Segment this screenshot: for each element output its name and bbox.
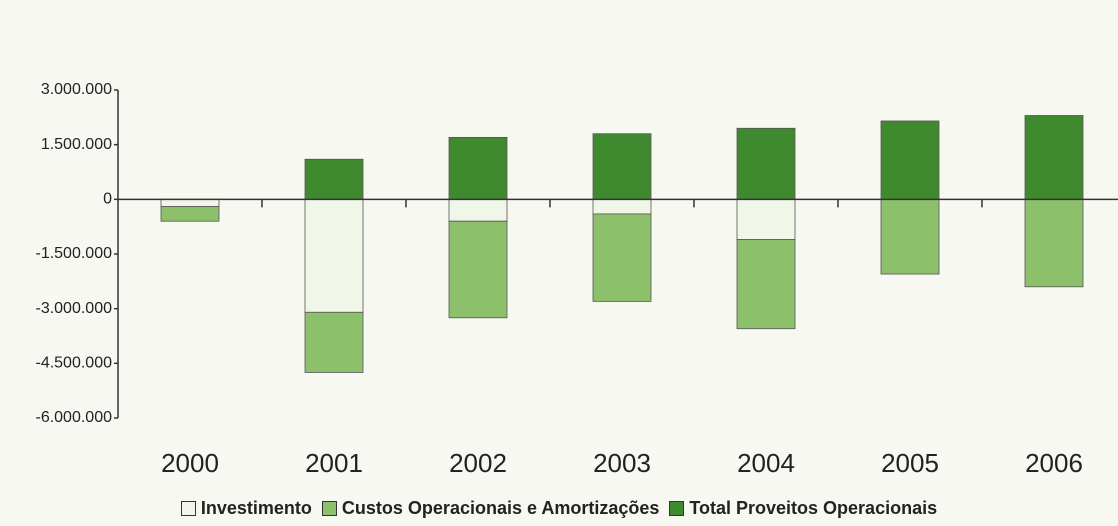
- legend-swatch: [669, 501, 685, 516]
- bar: [736, 127, 796, 200]
- x-tick-label: 2000: [161, 448, 219, 478]
- x-tick-label: 2004: [737, 448, 795, 478]
- legend-item: Total Proveitos Operacionais: [669, 498, 937, 519]
- y-tick-label: -1.500.000: [35, 245, 112, 262]
- legend-swatch: [321, 501, 337, 516]
- bar: [448, 220, 508, 319]
- legend-item: Investimento: [180, 498, 312, 519]
- y-tick-label: 1.500.000: [41, 136, 112, 153]
- bar: [160, 206, 220, 222]
- bar: [304, 158, 364, 200]
- legend: Investimento Custos Operacionais e Amorti…: [0, 498, 1118, 519]
- x-tick-label: 2003: [593, 448, 651, 478]
- x-tick-label: 2005: [881, 448, 939, 478]
- bar: [160, 198, 220, 208]
- bar: [592, 133, 652, 200]
- legend-swatch: [180, 501, 196, 516]
- bar: [448, 136, 508, 200]
- y-tick-label: 0: [103, 191, 112, 208]
- bar: [448, 198, 508, 222]
- y-tick-label: 3.000.000: [41, 81, 112, 98]
- legend-label: Custos Operacionais e Amortizações: [341, 498, 660, 518]
- y-tick-label: -6.000.000: [35, 409, 112, 426]
- bar: [880, 120, 940, 200]
- x-tick-label: 2001: [305, 448, 363, 478]
- y-tick-label: -4.500.000: [35, 355, 112, 372]
- x-tick-label: 2006: [1025, 448, 1083, 478]
- x-tick-label: 2002: [449, 448, 507, 478]
- bar: [1024, 198, 1084, 288]
- chart: 3.000.000 1.500.000 0 -1.500.000 -3.000.000 -…: [35, 81, 1118, 478]
- y-tick-label: -3.000.000: [35, 300, 112, 317]
- legend-label: Investimento: [200, 498, 312, 518]
- bar: [592, 213, 652, 302]
- bar: [1024, 115, 1084, 200]
- bar: [304, 311, 364, 373]
- legend-item: Custos Operacionais e Amortizações: [321, 498, 660, 519]
- bar: [880, 198, 940, 275]
- bar: [736, 198, 796, 240]
- bar: [592, 198, 652, 215]
- legend-label: Total Proveitos Operacionais: [689, 498, 938, 518]
- bar: [736, 239, 796, 330]
- bar: [304, 198, 364, 313]
